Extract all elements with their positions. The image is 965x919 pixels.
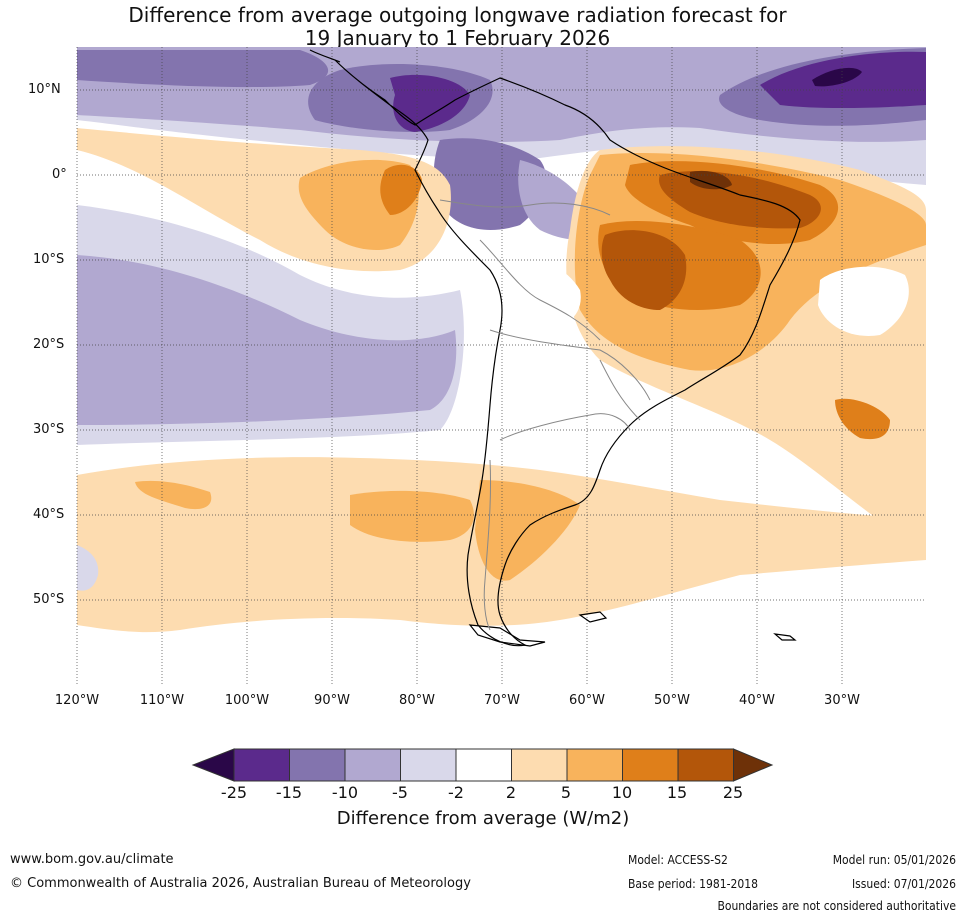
border-line [499,413,631,441]
colorbar-tick-label: 2 [505,783,517,802]
anomaly-center-west-pacific [135,480,212,510]
colorbar-tick-label: -25 [220,783,248,802]
colorbar-segment [566,748,623,782]
lon-label-70w: 70°W [484,693,520,708]
title-line-1: Difference from average outgoing longwav… [128,3,787,27]
anomaly-field [77,47,926,686]
colorbar-arrow-max [733,748,774,782]
graticule [76,47,926,686]
colorbar-segment [289,748,346,782]
lat-label-10s: 10°S [33,252,65,267]
coastline-falklands [578,611,608,623]
border-line [479,239,601,341]
colorbar-tick-label: -2 [448,783,464,802]
colorbar-tick-label: -10 [331,783,359,802]
anomaly-band-pacific-mid [77,255,457,425]
colorbar [191,748,774,782]
title-line-2: 19 January to 1 February 2026 [304,26,611,50]
anomaly-center-central-brazil-strong [601,230,687,310]
footer-disclaimer: Boundaries are not considered authoritat… [717,899,956,913]
footer-model-run: Model run: 05/01/2026 [832,853,956,867]
coastline-central-america [309,49,341,63]
border-line [599,359,641,421]
footer-copyright: © Commonwealth of Australia 2026, Austra… [10,876,471,891]
colorbar-label: Difference from average (W/m2) [336,808,630,829]
colorbar-tick-label: 15 [666,783,688,802]
lon-label-40w: 40°W [739,693,775,708]
lat-label-30s: 30°S [33,422,65,437]
footer-issued: Issued: 07/01/2026 [851,877,956,891]
colorbar-tick-label: 25 [722,783,744,802]
lon-label-100w: 100°W [224,693,270,708]
colorbar-tick-label: 10 [611,783,633,802]
coastline-tierra-del-fuego [468,624,546,647]
coastline-south-georgia [773,633,797,641]
lon-label-90w: 90°W [314,693,350,708]
coastline-south-america [334,59,801,647]
lon-label-60w: 60°W [569,693,605,708]
anomaly-center-ecuador [380,164,422,215]
anomaly-center-atlantic-extreme [812,67,862,87]
anomaly-center-amazon-extreme [690,170,732,190]
lat-label-40s: 40°S [33,507,65,522]
lat-label-50s: 50°S [33,592,65,607]
colorbar-arrow-min [191,748,235,782]
chart-title: Difference from average outgoing longwav… [0,4,915,50]
lon-label-110w: 110°W [139,693,185,708]
footer-url[interactable]: www.bom.gov.au/climate [10,852,174,867]
colorbar-tick-label: -5 [392,783,408,802]
colorbar-segment [622,748,679,782]
national-borders [439,199,651,631]
colorbar-segment [455,748,512,782]
lat-label-10n: 10°N [28,82,61,97]
lon-label-120w: 120°W [54,693,100,708]
colorbar-segment [400,748,457,782]
anomaly-center-south-atlantic [835,398,890,440]
lat-label-0: 0° [52,167,67,182]
anomaly-center-caribbean-dark [390,74,470,132]
footer-base-period: Base period: 1981-2018 [628,877,759,891]
colorbar-segment [677,748,734,782]
lon-label-50w: 50°W [654,693,690,708]
anomaly-center-south-pacific [350,490,474,542]
lon-label-80w: 80°W [399,693,435,708]
anomaly-gap-atlantic [818,266,909,336]
colorbar-tick-label: -15 [275,783,303,802]
border-line [489,329,651,401]
colorbar-tick-label: 5 [560,783,572,802]
lat-label-20s: 20°S [33,337,65,352]
border-line [483,459,492,631]
footer-model: Model: ACCESS-S2 [628,853,728,867]
lon-label-30w: 30°W [824,693,860,708]
anomaly-center-southwest-light [77,545,99,591]
colorbar-segment [233,748,290,782]
anomaly-center-andes-north [433,138,547,230]
border-line [439,199,611,216]
coastlines [309,49,801,647]
anomaly-band-north-strong [77,50,329,88]
anomaly-center-patagonia [475,480,580,581]
colorbar-segment [344,748,401,782]
colorbar-segment [511,748,568,782]
